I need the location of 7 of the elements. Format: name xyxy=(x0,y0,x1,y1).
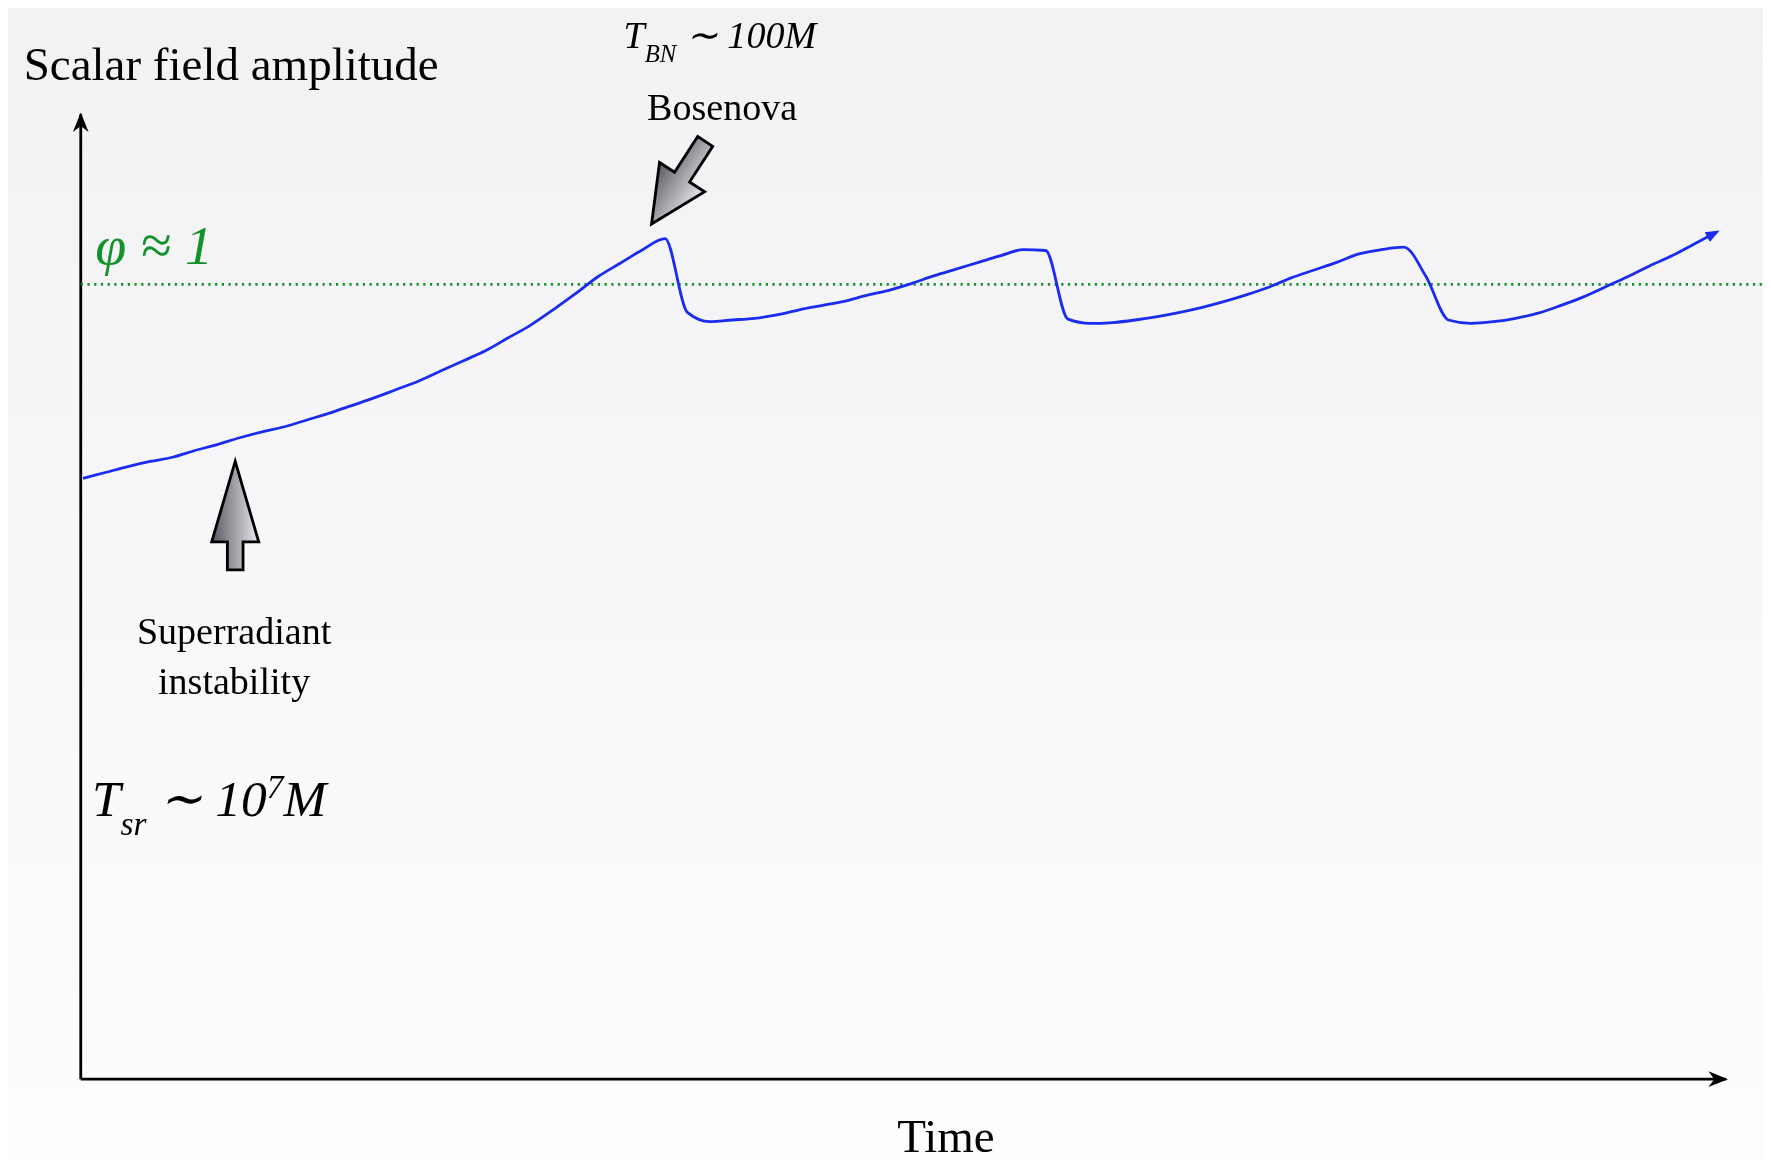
x-axis-title: Time xyxy=(897,1109,995,1162)
annotation: Superradiant instability xyxy=(136,609,332,703)
text: Bosenova xyxy=(647,85,798,128)
y-axis-title: Scalar field amplitude xyxy=(23,37,439,90)
annotation: T$_{sr}$ ∼ 10$^{7}$M xyxy=(91,767,330,842)
text: T$_{BN}$ ∼ 100M xyxy=(623,14,819,67)
ref-line-label: φ ≈ 1 xyxy=(95,214,213,277)
